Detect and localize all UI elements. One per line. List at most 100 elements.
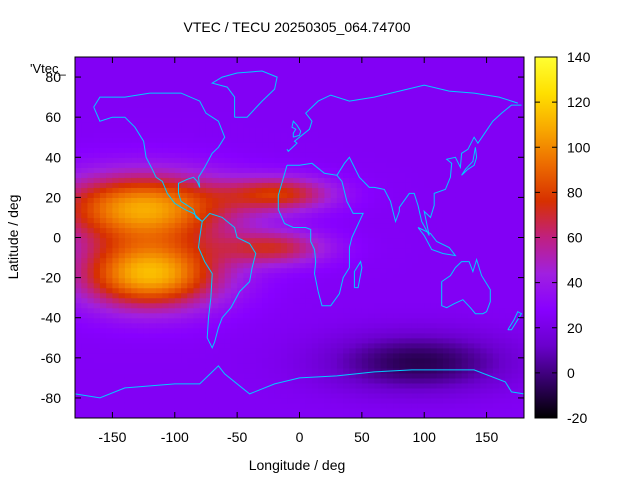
heatmap-cell	[399, 347, 407, 354]
heatmap-cell	[149, 152, 157, 158]
heatmap-cell	[280, 337, 288, 344]
heatmap-cell	[474, 227, 481, 234]
heatmap-cell	[205, 297, 213, 304]
heatmap-cell	[324, 367, 332, 374]
heatmap-cell	[499, 342, 506, 349]
heatmap-cell	[417, 372, 425, 379]
heatmap-cell	[187, 57, 195, 63]
heatmap-cell	[99, 77, 107, 83]
heatmap-cell	[274, 272, 282, 279]
heatmap-cell	[162, 172, 170, 178]
heatmap-cell	[87, 337, 95, 344]
heatmap-cell	[237, 237, 244, 244]
heatmap-cell	[324, 377, 332, 384]
heatmap-cell	[106, 182, 114, 188]
heatmap-cell	[262, 172, 269, 178]
heatmap-cell	[361, 302, 369, 309]
heatmap-cell	[274, 247, 282, 254]
heatmap-cell	[131, 137, 138, 143]
heatmap-cell	[118, 212, 126, 219]
heatmap-cell	[93, 362, 101, 369]
heatmap-cell	[224, 387, 232, 394]
heatmap-cell	[417, 297, 425, 304]
heatmap-cell	[442, 162, 450, 168]
heatmap-cell	[199, 297, 207, 304]
heatmap-cell	[205, 97, 213, 103]
heatmap-cell	[311, 92, 319, 98]
heatmap-cell	[424, 252, 432, 259]
heatmap-cell	[492, 177, 500, 183]
heatmap-cell	[193, 402, 201, 409]
heatmap-cell	[112, 387, 120, 394]
heatmap-cell	[411, 382, 419, 389]
heatmap-cell	[324, 402, 332, 409]
heatmap-cell	[492, 207, 500, 214]
heatmap-cell	[156, 242, 163, 249]
heatmap-cell	[137, 192, 145, 198]
heatmap-cell	[430, 117, 438, 123]
heatmap-cell	[156, 117, 163, 123]
heatmap-cell	[355, 282, 363, 289]
heatmap-cell	[93, 342, 101, 349]
heatmap-cell	[343, 77, 350, 83]
heatmap-cell	[181, 117, 188, 123]
heatmap-cell	[355, 262, 363, 269]
heatmap-cell	[430, 362, 438, 369]
heatmap-cell	[237, 127, 244, 133]
heatmap-cell	[430, 132, 438, 138]
heatmap-cell	[99, 112, 107, 118]
heatmap-cell	[455, 387, 463, 394]
heatmap-cell	[99, 62, 107, 68]
heatmap-cell	[386, 202, 394, 209]
heatmap-cell	[368, 122, 375, 128]
heatmap-cell	[336, 57, 344, 63]
heatmap-cell	[349, 122, 357, 128]
heatmap-cell	[87, 397, 95, 404]
heatmap-cell	[93, 87, 101, 93]
heatmap-cell	[187, 207, 195, 214]
heatmap-cell	[149, 282, 157, 289]
heatmap-cell	[255, 122, 263, 128]
heatmap-cell	[311, 412, 319, 418]
heatmap-cell	[106, 277, 114, 284]
heatmap-cell	[205, 257, 213, 264]
heatmap-cell	[255, 257, 263, 264]
heatmap-cell	[380, 87, 388, 93]
heatmap-cell	[442, 212, 450, 219]
heatmap-cell	[162, 227, 170, 234]
heatmap-cell	[505, 277, 513, 284]
heatmap-cell	[417, 227, 425, 234]
heatmap-cell	[461, 67, 469, 73]
heatmap-cell	[449, 127, 457, 133]
heatmap-cell	[374, 72, 382, 78]
heatmap-cell	[143, 182, 151, 188]
heatmap-cell	[205, 212, 213, 219]
heatmap-cell	[449, 222, 457, 229]
heatmap-cell	[93, 307, 101, 314]
heatmap-cell	[318, 392, 326, 399]
heatmap-cell	[449, 327, 457, 334]
heatmap-cell	[461, 227, 469, 234]
heatmap-cell	[93, 177, 101, 183]
heatmap-cell	[442, 87, 450, 93]
heatmap-cell	[311, 287, 319, 294]
heatmap-cell	[249, 347, 257, 354]
heatmap-cell	[255, 152, 263, 158]
heatmap-cell	[149, 412, 157, 418]
heatmap-cell	[230, 372, 238, 379]
heatmap-cell	[81, 62, 89, 68]
heatmap-cell	[361, 262, 369, 269]
heatmap-cell	[181, 232, 188, 239]
heatmap-cell	[336, 137, 344, 143]
heatmap-cell	[243, 87, 251, 93]
heatmap-cell	[380, 342, 388, 349]
heatmap-cell	[93, 232, 101, 239]
heatmap-cell	[112, 247, 120, 254]
heatmap-cell	[436, 302, 444, 309]
heatmap-cell	[424, 362, 432, 369]
heatmap-cell	[374, 332, 382, 339]
heatmap-cell	[75, 122, 82, 128]
heatmap-cell	[368, 102, 375, 108]
heatmap-cell	[255, 297, 263, 304]
heatmap-cell	[262, 227, 269, 234]
